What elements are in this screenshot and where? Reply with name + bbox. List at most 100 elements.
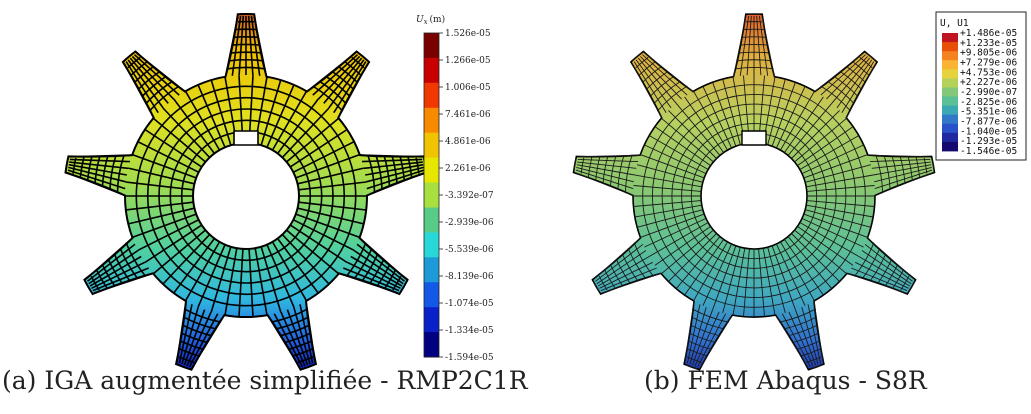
mesh-spoke [144, 224, 203, 264]
tooth-line [191, 314, 226, 369]
colorbar-tick-label: 4.861e-06 [445, 137, 491, 147]
tooth-line [317, 55, 361, 100]
mesh-spoke [722, 247, 741, 314]
tooth-line [871, 161, 931, 169]
tooth-arc [357, 52, 369, 62]
tooth-line [775, 314, 809, 368]
mesh-spoke [784, 96, 824, 153]
gear-grid-lines-fem [573, 13, 935, 370]
legend-tick-label: -2.825e-06 [960, 97, 1017, 108]
gear-mesh-fem [572, 13, 936, 371]
mesh-spoke [675, 103, 721, 156]
mesh-spoke [260, 246, 282, 313]
mesh-spoke [640, 154, 705, 179]
tooth-line [813, 301, 824, 363]
tooth-line [183, 309, 206, 366]
mesh-spoke [693, 90, 728, 151]
mesh-spoke [271, 90, 308, 151]
mesh-spoke [762, 248, 776, 316]
mesh-spoke [162, 107, 211, 158]
mesh-spoke [298, 201, 367, 211]
mesh-spoke [132, 153, 197, 179]
tooth-line [642, 54, 688, 96]
colorbar-swatch [424, 332, 439, 358]
mesh-spoke [780, 241, 815, 302]
tooth-line [87, 243, 136, 282]
tooth-line [841, 61, 875, 113]
tooth-line [358, 237, 407, 280]
legend-tick-label: +4.753e-06 [960, 67, 1017, 78]
tooth-line [858, 256, 911, 287]
mesh-spoke [125, 201, 194, 211]
colorbar-swatch [424, 157, 439, 183]
tooth-line [238, 15, 245, 76]
colorbar-tick-label: 1.266e-05 [445, 56, 491, 66]
tooth-line [597, 256, 650, 287]
mesh-spoke [184, 90, 221, 151]
colorbar-swatch [424, 182, 439, 208]
tooth-line [577, 161, 637, 169]
mesh-spoke [805, 164, 872, 183]
mesh-spoke [775, 243, 806, 306]
tooth-line [68, 166, 126, 183]
mesh-spoke [644, 217, 707, 248]
tooth-line [129, 57, 169, 104]
mesh-spoke [661, 229, 714, 275]
mesh-spoke [210, 246, 232, 313]
tooth-line [873, 164, 932, 176]
mesh-spoke [799, 135, 860, 170]
tooth-line [224, 16, 239, 77]
mesh-spoke [162, 234, 211, 285]
legend-tick-label: -2.990e-07 [960, 87, 1017, 98]
mesh-spoke [634, 204, 702, 218]
tooth-line [186, 311, 212, 367]
mesh-spoke [794, 229, 847, 275]
legend-tick-label: +1.233e-05 [960, 38, 1017, 49]
tooth-line [181, 306, 199, 365]
legend-swatch [942, 69, 958, 79]
tooth-line [280, 311, 306, 367]
mesh-spoke [771, 245, 796, 310]
tooth-line [305, 300, 316, 363]
mesh-spoke [684, 96, 724, 153]
mesh-spoke [238, 248, 244, 317]
tooth-line [758, 16, 769, 76]
mesh-spoke [780, 90, 815, 151]
colorbar-swatch [424, 207, 439, 233]
mesh-spoke [732, 248, 746, 316]
gear-mesh-iga [64, 13, 428, 371]
tooth-line [801, 307, 819, 365]
tooth-line [85, 237, 134, 280]
mesh-spoke [675, 236, 721, 289]
tooth-line [286, 309, 309, 366]
tooth-line [851, 267, 908, 292]
colorbar-tick-label: 1.526e-05 [445, 29, 491, 39]
tooth-line [781, 313, 811, 368]
tooth-line [306, 52, 356, 93]
tooth-line [68, 163, 127, 176]
mesh-spoke [132, 213, 197, 239]
mesh-spoke [684, 239, 724, 296]
tooth-line [595, 243, 644, 282]
tooth-line [689, 307, 707, 365]
legend-swatch [942, 60, 958, 70]
mesh-spoke [791, 110, 840, 159]
tooth-line [631, 63, 663, 119]
mesh-ring [180, 130, 312, 262]
tooth-line [761, 16, 775, 77]
mesh-spoke [276, 98, 319, 154]
mesh-spoke [801, 144, 864, 175]
mesh-spoke [702, 243, 733, 306]
mesh-spoke [297, 167, 364, 185]
tooth-line [691, 309, 714, 366]
mesh-spoke [281, 234, 330, 285]
mesh-spoke [722, 78, 741, 145]
mesh-spoke [648, 222, 709, 257]
tooth-line [577, 158, 639, 163]
tooth-line [845, 63, 877, 119]
mesh-spoke [702, 86, 733, 149]
tooth-line [635, 59, 672, 109]
mesh-spoke [668, 110, 717, 159]
tooth-arc [65, 158, 69, 171]
